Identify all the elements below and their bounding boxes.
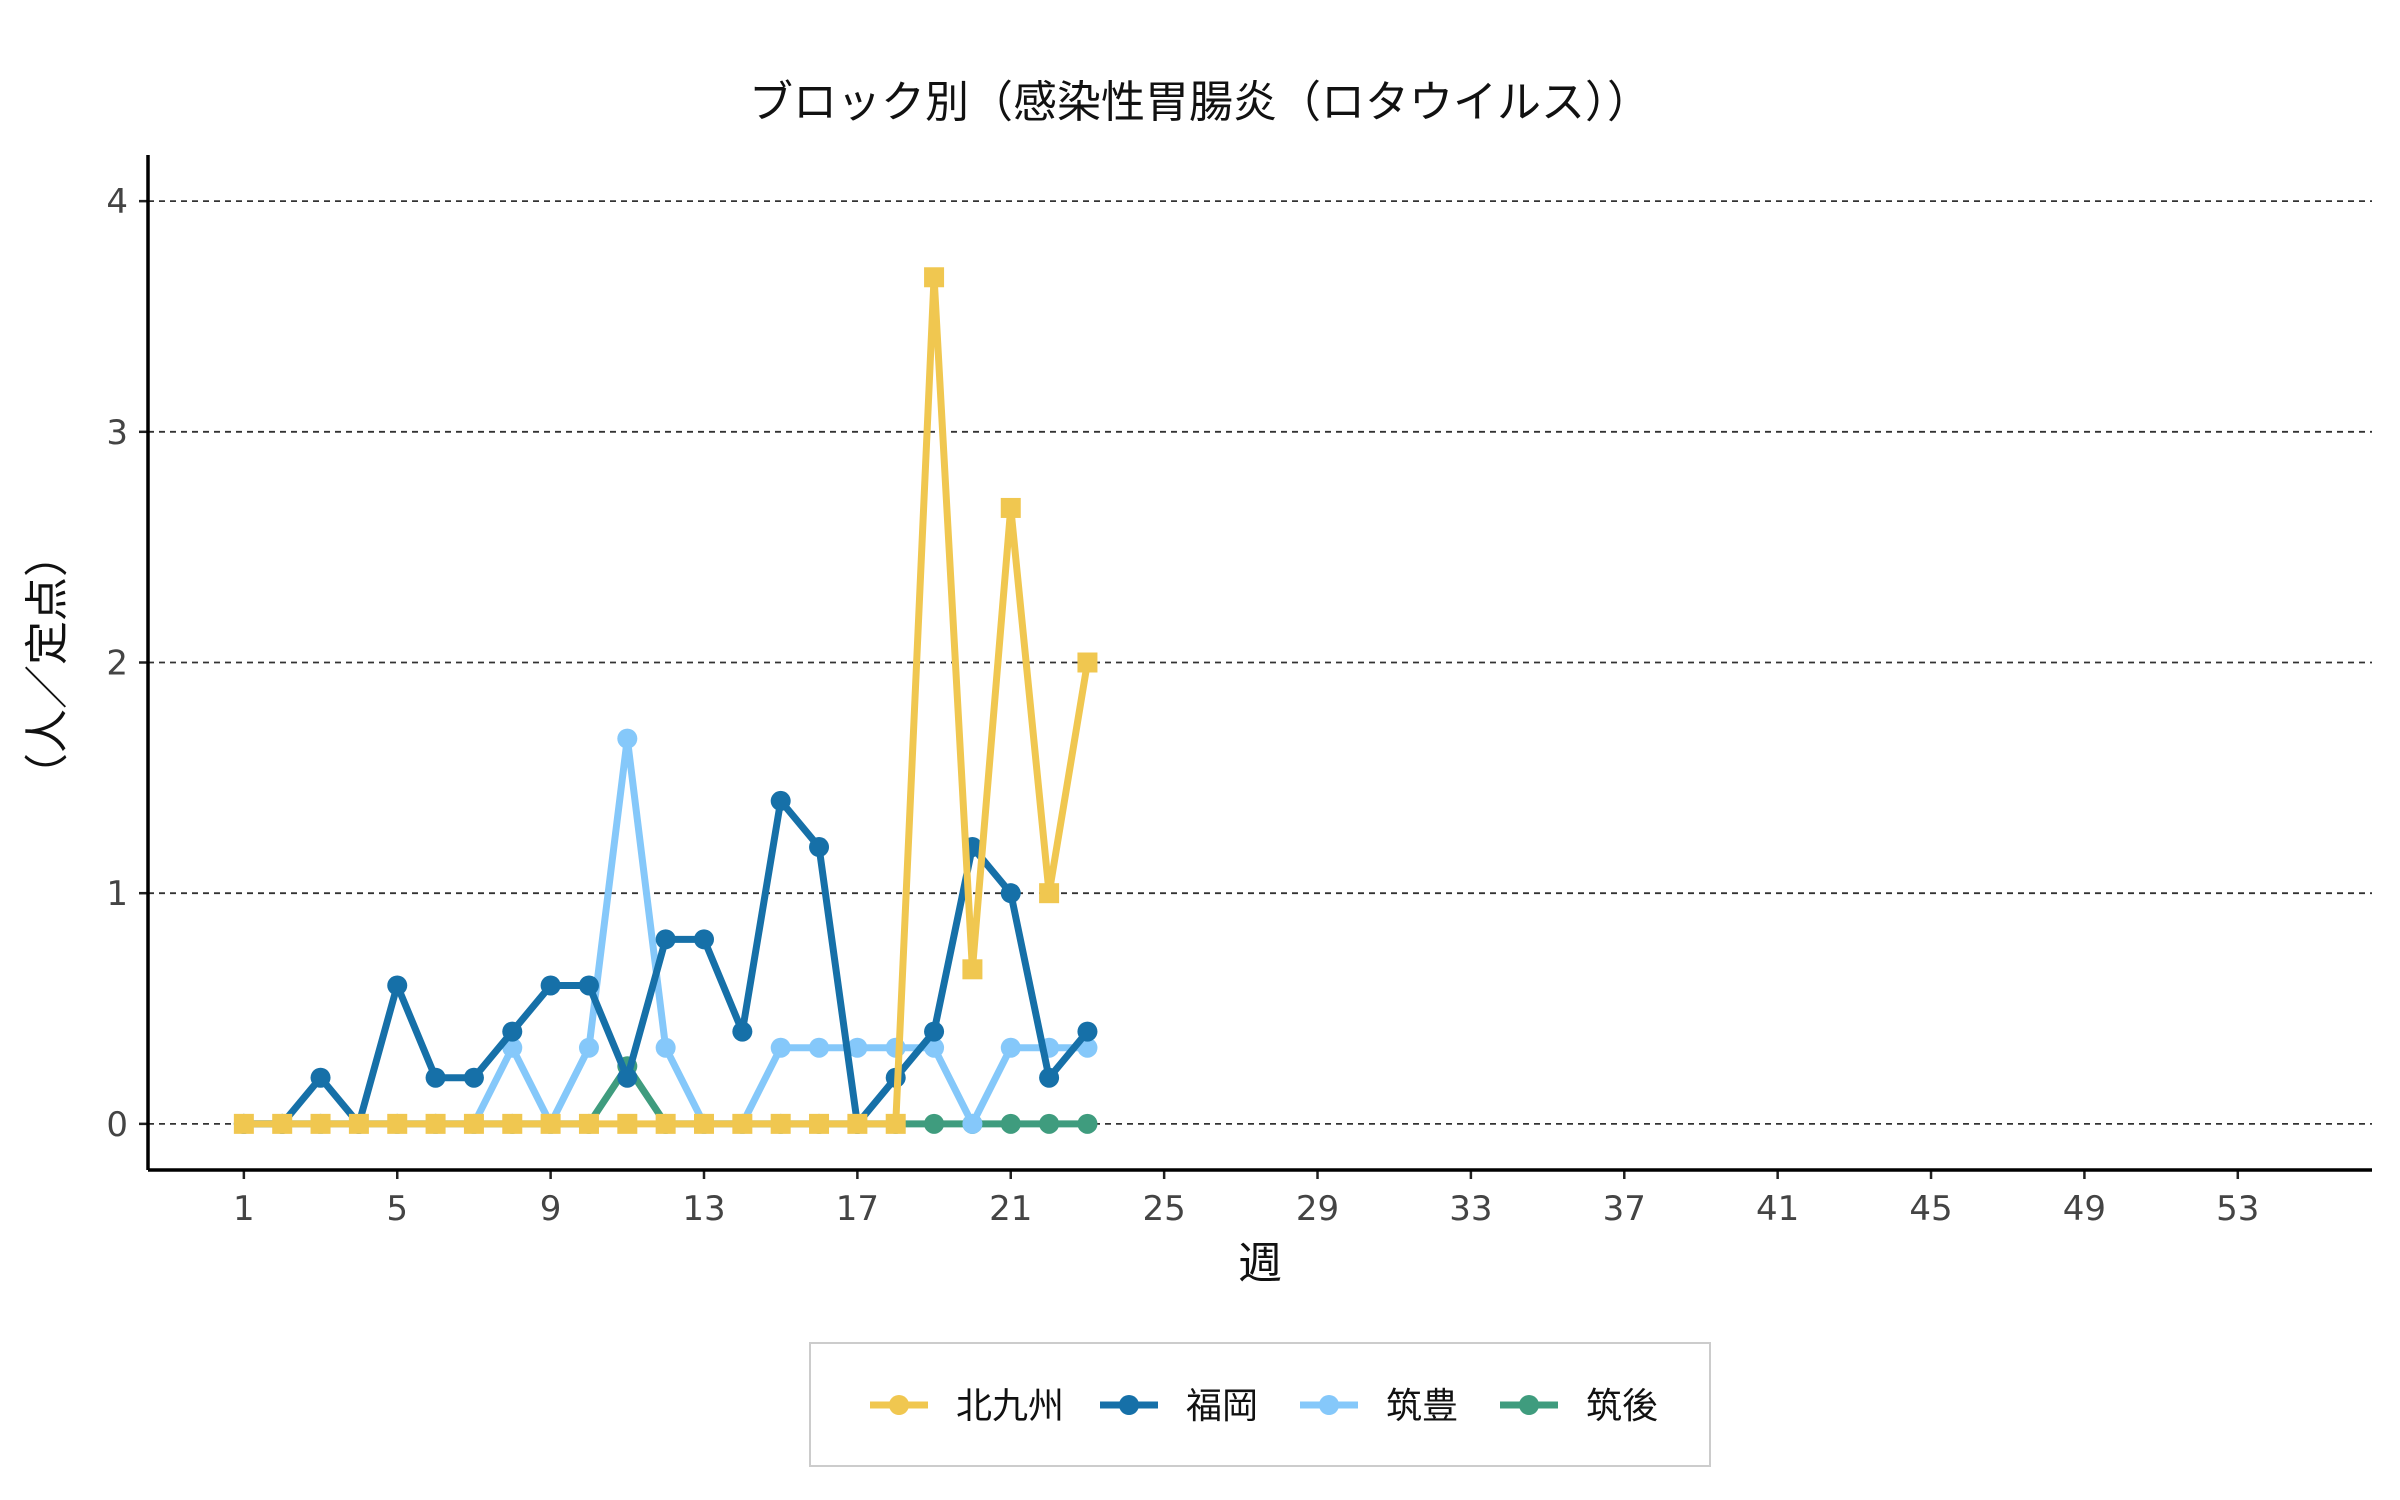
x-tick-label: 9: [540, 1189, 562, 1229]
data-point: [540, 1113, 561, 1134]
data-point: [617, 728, 638, 749]
series-line: [243, 273, 1091, 1128]
data-point: [617, 1067, 638, 1088]
data-point: [502, 1021, 523, 1042]
legend-label: 筑後: [1586, 1386, 1658, 1427]
data-point: [1000, 883, 1021, 904]
data-point: [272, 1113, 293, 1134]
data-point: [1077, 1021, 1098, 1042]
data-point: [655, 929, 676, 950]
data-point: [540, 975, 561, 996]
x-tick-label: 25: [1143, 1189, 1186, 1229]
data-point: [1039, 1067, 1060, 1088]
data-point: [502, 1113, 523, 1134]
data-point: [463, 1113, 484, 1134]
legend: 北九州 福岡 筑豊 筑後: [809, 1342, 1711, 1467]
data-point: [425, 1067, 446, 1088]
data-point: [1039, 883, 1060, 904]
x-tick-label: 49: [2063, 1189, 2106, 1229]
y-tick-labels: 0 1 2 3 4: [106, 182, 128, 1145]
legend-item: 北九州: [870, 1386, 1064, 1427]
x-tick-label: 29: [1296, 1189, 1339, 1229]
data-point: [1077, 652, 1098, 673]
legend-label: 筑豊: [1386, 1386, 1458, 1427]
data-point: [578, 975, 599, 996]
data-point: [310, 1067, 331, 1088]
data-point: [770, 790, 791, 811]
axes: [139, 155, 2372, 1179]
data-point: [847, 1113, 868, 1134]
data-point: [425, 1113, 446, 1134]
data-point: [924, 1113, 945, 1134]
data-point: [655, 1113, 676, 1134]
data-point: [1039, 1113, 1060, 1134]
y-tick-label: 0: [106, 1105, 128, 1145]
data-point: [924, 1021, 945, 1042]
series-line: [243, 797, 1091, 1128]
data-point: [694, 1113, 714, 1134]
data-point: [578, 1113, 599, 1134]
legend-swatch-marker: [1119, 1395, 1139, 1415]
data-point: [348, 1113, 369, 1134]
legend-item: 筑豊: [1300, 1386, 1458, 1427]
y-axis-title: （人／定点）: [22, 533, 73, 797]
x-tick-label: 53: [2216, 1189, 2259, 1229]
data-point: [578, 1037, 599, 1058]
legend-items: 北九州 福岡 筑豊 筑後: [870, 1386, 1658, 1427]
legend-swatch-marker: [1519, 1395, 1539, 1415]
x-tick-labels: 1 5 9 13 17 21 25 29 33 37 41 45 49 53: [233, 1189, 2259, 1229]
legend-item: 筑後: [1500, 1386, 1658, 1427]
data-point: [770, 1113, 791, 1134]
data-point: [770, 1037, 791, 1058]
y-tick-label: 3: [106, 413, 128, 453]
y-tick-label: 1: [106, 874, 128, 914]
x-tick-label: 17: [836, 1189, 879, 1229]
legend-swatch-marker: [1319, 1395, 1339, 1415]
series-1: [233, 267, 1098, 1134]
x-tick-label: 45: [1909, 1189, 1952, 1229]
x-tick-label: 41: [1756, 1189, 1799, 1229]
chart-title: ブロック別（感染性胃腸炎（ロタウイルス））: [749, 77, 1651, 128]
data-point: [924, 267, 945, 288]
data-point: [694, 929, 714, 950]
data-point: [885, 1113, 906, 1134]
x-tick-label: 5: [386, 1189, 408, 1229]
data-point: [310, 1113, 331, 1134]
y-tick-label: 2: [106, 644, 128, 684]
x-tick-label: 21: [989, 1189, 1032, 1229]
data-point: [233, 1113, 254, 1134]
data-point: [732, 1113, 753, 1134]
data-point: [809, 1037, 830, 1058]
x-tick-label: 1: [233, 1189, 255, 1229]
legend-label: 北九州: [956, 1386, 1064, 1427]
legend-box: [809, 1342, 1711, 1467]
data-point: [1000, 1113, 1021, 1134]
data-point: [962, 1113, 983, 1134]
x-tick-label: 13: [682, 1189, 725, 1229]
data-point: [387, 1113, 408, 1134]
data-point: [962, 959, 983, 980]
data-point: [387, 975, 408, 996]
x-tick-label: 37: [1603, 1189, 1646, 1229]
data-point: [1000, 1037, 1021, 1058]
data-point: [809, 837, 830, 858]
data-point: [655, 1037, 676, 1058]
legend-swatch-marker: [889, 1395, 909, 1415]
series-lines: [233, 267, 1098, 1134]
data-point: [1000, 497, 1021, 518]
x-axis-title: 週: [1238, 1238, 1282, 1289]
y-tick-label: 4: [106, 182, 128, 222]
legend-item: 福岡: [1100, 1386, 1258, 1427]
legend-label: 福岡: [1186, 1386, 1258, 1427]
data-point: [847, 1037, 868, 1058]
x-tick-label: 33: [1449, 1189, 1492, 1229]
data-point: [463, 1067, 484, 1088]
data-point: [809, 1113, 830, 1134]
series-2: [233, 790, 1098, 1134]
grid-lines: [148, 200, 2372, 1125]
data-point: [732, 1021, 753, 1042]
data-point: [1077, 1113, 1098, 1134]
data-point: [617, 1113, 638, 1134]
